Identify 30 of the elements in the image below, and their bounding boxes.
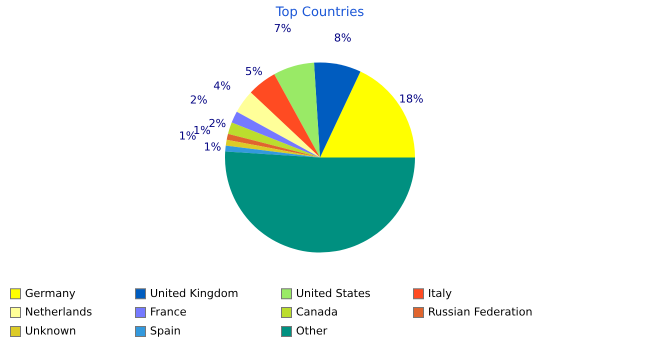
- legend-label: United States: [296, 286, 371, 300]
- data-label: 2%: [208, 117, 226, 130]
- data-label: 18%: [398, 92, 424, 106]
- data-label: 1%: [204, 140, 222, 154]
- legend-label: Netherlands: [25, 306, 92, 318]
- legend-label: Russian Federation: [428, 306, 532, 318]
- legend-label: Italy: [428, 286, 452, 300]
- pie-slice: [236, 92, 320, 158]
- pie-slice: [274, 62, 320, 158]
- legend-label: Unknown: [25, 324, 76, 338]
- pie-slice: [225, 152, 415, 252]
- pie-slice: [225, 146, 320, 158]
- pie-slice: [226, 140, 320, 158]
- pie-slice: [226, 134, 320, 158]
- legend-label: United Kingdom: [150, 286, 238, 300]
- pie-slice: [250, 74, 320, 158]
- data-label: 7%: [274, 22, 292, 35]
- data-label: 8%: [334, 32, 352, 45]
- legend-label: Spain: [150, 324, 181, 338]
- pie-slice: [314, 62, 360, 158]
- legend-label: Other: [296, 324, 328, 338]
- data-label: 4%: [213, 79, 231, 92]
- chart-title: Top Countries: [274, 4, 364, 20]
- legend-label: Canada: [296, 306, 338, 318]
- data-label: 2%: [190, 93, 208, 106]
- data-label: 5%: [245, 65, 263, 78]
- legend-label: France: [150, 306, 187, 318]
- pie-slice: [232, 112, 320, 158]
- pie-slice: [228, 122, 320, 158]
- legend-label: Germany: [25, 286, 76, 300]
